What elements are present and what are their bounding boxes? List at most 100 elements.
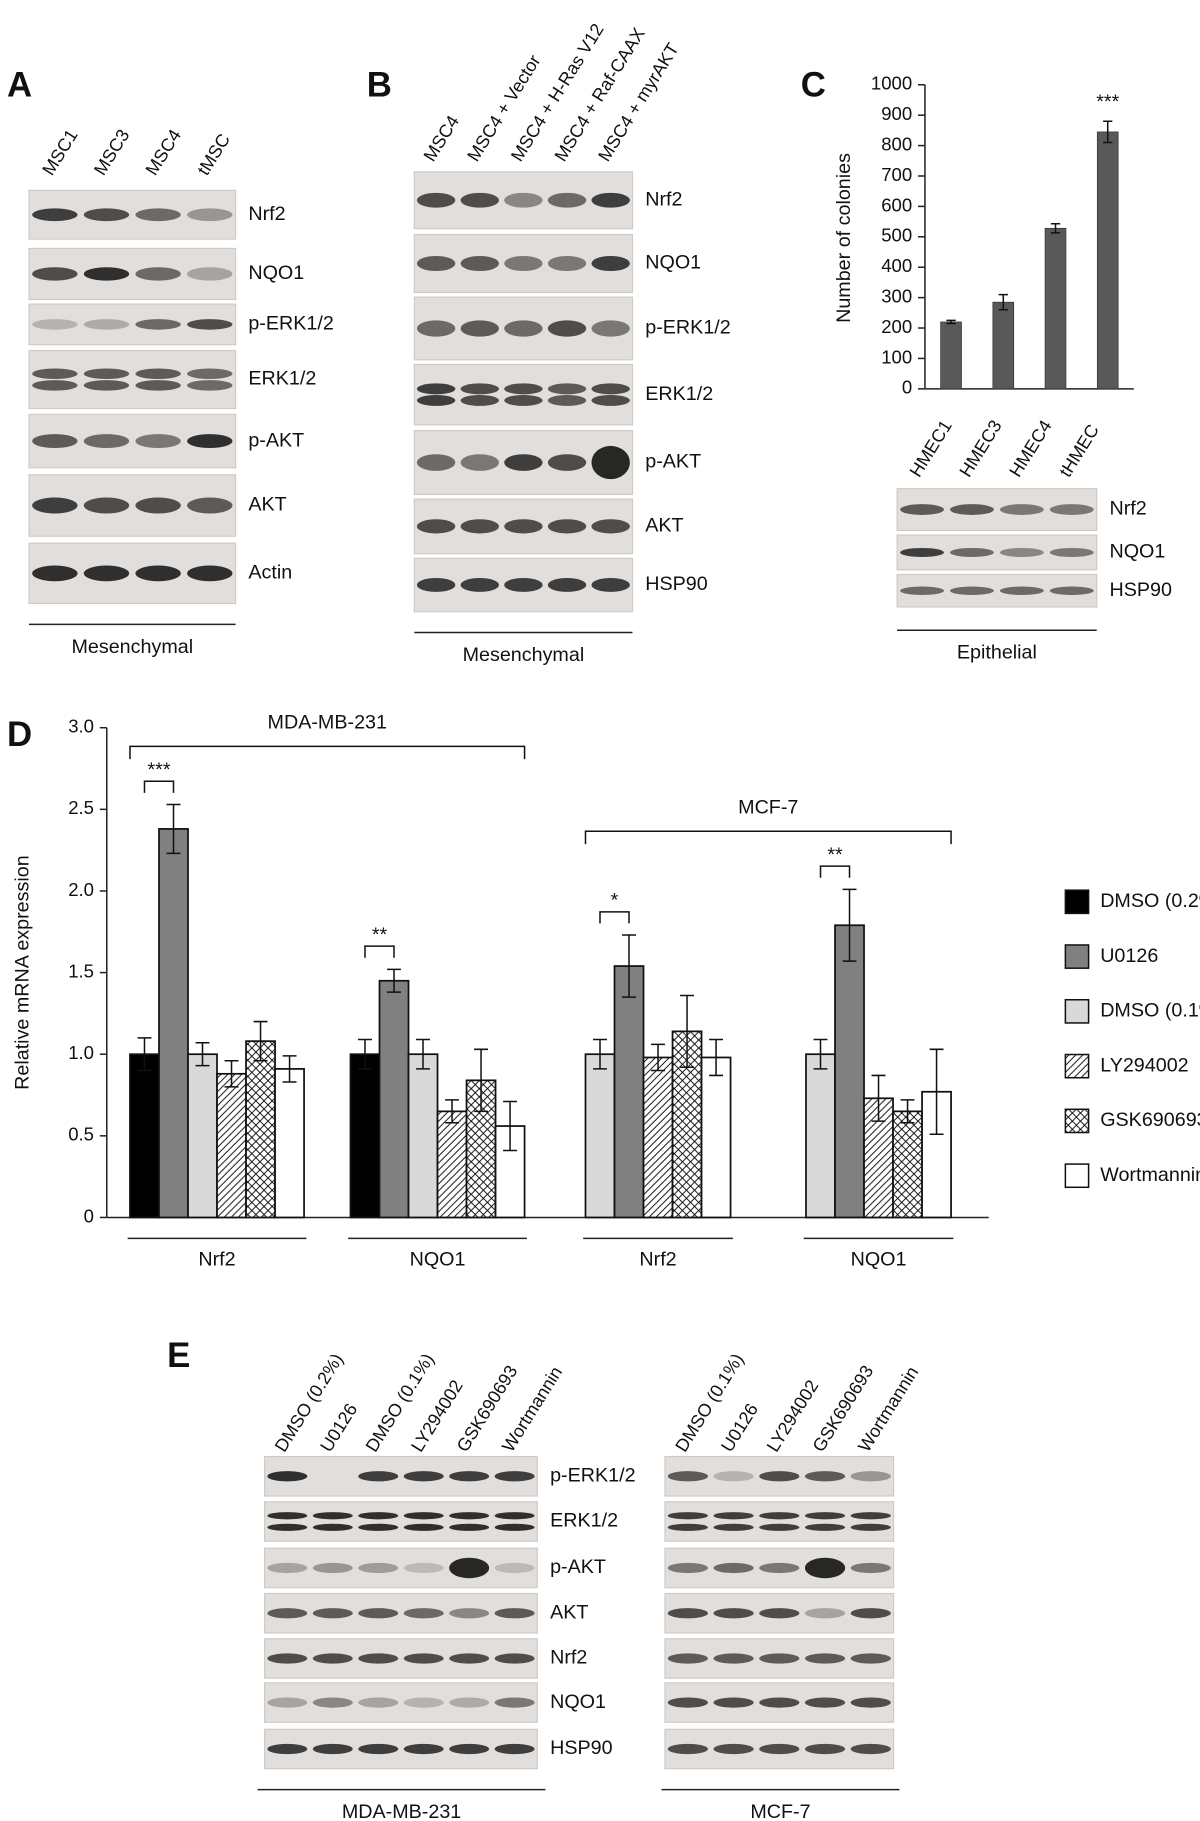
legend-swatch — [1064, 1163, 1090, 1189]
y-tick-label: 400 — [881, 255, 912, 276]
blot-band — [759, 1471, 800, 1482]
blot-band — [83, 267, 130, 281]
band-label: HSP90 — [550, 1737, 613, 1759]
blot-band — [358, 1471, 399, 1482]
lane-label: MSC4 — [142, 126, 185, 179]
y-tick-label: 600 — [881, 194, 912, 215]
band-label: AKT — [550, 1601, 588, 1623]
blot-band — [135, 267, 181, 281]
blot-band — [83, 319, 130, 330]
blot-band — [504, 192, 543, 208]
blot-band — [32, 267, 78, 281]
blot-band — [547, 320, 587, 337]
blot-band — [547, 454, 587, 471]
blot-band — [416, 454, 456, 471]
blot-band — [850, 1653, 891, 1664]
blot-band — [949, 547, 994, 557]
panel-label: B — [367, 65, 392, 104]
blot-band — [403, 1743, 444, 1755]
blot-strip — [264, 1682, 538, 1723]
bar — [992, 301, 1015, 390]
band-label: p-ERK1/2 — [550, 1464, 636, 1486]
blot-band — [460, 394, 499, 406]
significance-bracket — [819, 865, 851, 878]
band-label: HSP90 — [645, 573, 708, 595]
group-label: Epithelial — [957, 642, 1037, 664]
blot-band — [804, 1743, 846, 1755]
blot-band — [267, 1608, 308, 1619]
legend-swatch — [1064, 1108, 1090, 1134]
blot-band — [135, 368, 181, 380]
blot-band — [759, 1743, 800, 1755]
blot-band — [547, 192, 587, 208]
bar — [1044, 227, 1067, 390]
legend-label: DMSO (0.1%) — [1100, 1000, 1200, 1022]
blot-band — [135, 497, 181, 514]
y-tick-label: 1000 — [871, 73, 912, 94]
error-bar — [253, 1020, 268, 1062]
bar — [700, 1056, 732, 1219]
blot-band — [135, 319, 181, 330]
blot-band — [358, 1512, 399, 1520]
blot-band — [416, 255, 456, 272]
band-label: NQO1 — [550, 1691, 606, 1713]
blot-strip — [264, 1455, 538, 1497]
error-bar — [998, 293, 1008, 311]
blot-band — [187, 208, 233, 222]
blot-band — [591, 394, 630, 406]
blot-band — [312, 1697, 353, 1708]
lane-label: MSC4 + myrAKT — [594, 40, 683, 165]
blot-strip — [264, 1592, 538, 1634]
x-tick-label: Nrf2 — [639, 1249, 676, 1271]
blot-band — [32, 368, 78, 380]
blot-band — [591, 519, 630, 534]
error-bar — [900, 1099, 915, 1124]
blot-band — [949, 504, 994, 515]
error-bar — [622, 934, 636, 998]
error-bar — [871, 1074, 886, 1122]
blot-band — [449, 1653, 490, 1664]
blot-band — [759, 1697, 800, 1708]
blot-band — [504, 394, 543, 406]
blot-band — [494, 1512, 535, 1520]
legend-swatch — [1064, 944, 1090, 969]
group-label: MCF-7 — [750, 1801, 810, 1821]
blot-band — [713, 1697, 754, 1708]
bar — [613, 965, 645, 1219]
blot-band — [591, 578, 630, 592]
blot-band — [83, 380, 130, 391]
bar — [940, 321, 962, 390]
panel-label: A — [7, 65, 32, 104]
bar — [216, 1072, 247, 1219]
error-bar — [137, 1037, 152, 1072]
blot-band — [804, 1608, 846, 1619]
lane-label: U0126 — [717, 1400, 762, 1456]
lane-label: U0126 — [316, 1400, 361, 1456]
panel-label: D — [7, 715, 32, 754]
blot-band — [358, 1743, 399, 1755]
bar — [187, 1053, 218, 1219]
x-tick-label: NQO1 — [851, 1249, 907, 1271]
blot-band — [83, 565, 130, 582]
blot-band — [460, 578, 499, 592]
legend-swatch — [1064, 998, 1090, 1024]
blot-band — [416, 383, 456, 395]
blot-band — [850, 1608, 891, 1619]
group-label: MDA-MB-231 — [342, 1801, 461, 1821]
y-tick-label: 100 — [881, 346, 912, 367]
blot-band — [900, 586, 945, 595]
error-bar — [224, 1059, 239, 1088]
lane-label: MSC1 — [38, 126, 81, 179]
y-tick-label: 1.0 — [68, 1042, 94, 1063]
error-bar — [1103, 120, 1113, 144]
error-bar — [166, 803, 181, 855]
band-label: NQO1 — [248, 262, 304, 284]
group-bracket-label: MDA-MB-231 — [268, 711, 387, 733]
blot-band — [504, 320, 543, 337]
blot-band — [804, 1557, 846, 1579]
significance-bracket — [143, 780, 175, 793]
band-label: ERK1/2 — [645, 383, 713, 405]
blot-band — [312, 1562, 353, 1574]
blot-band — [449, 1523, 490, 1531]
blot-band — [759, 1608, 800, 1619]
